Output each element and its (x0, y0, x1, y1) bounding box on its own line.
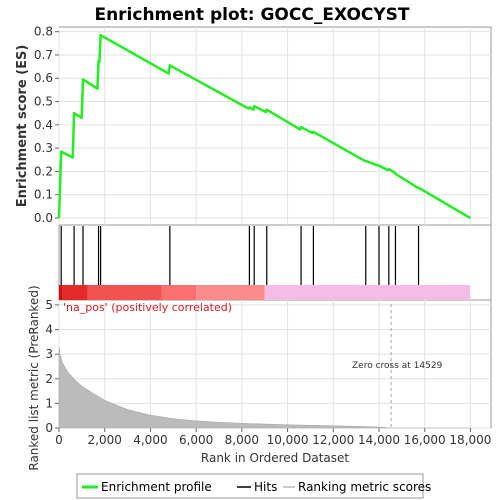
metric-tick-label: 0 (45, 421, 53, 435)
metric-tick-label: 3 (45, 347, 53, 361)
metric-area (58, 346, 471, 429)
metric-tick-label: 5 (45, 298, 53, 312)
es-tick-label: 0.1 (34, 188, 53, 202)
metric-tick-label: 2 (45, 372, 53, 386)
es-tick-label: 0.2 (34, 164, 53, 178)
x-tick-label: 2,000 (88, 433, 122, 447)
colorbar-segment (161, 285, 197, 300)
legend-profile-label: Enrichment profile (101, 480, 212, 494)
x-tick-label: 4,000 (133, 433, 167, 447)
legend: Enrichment profile Hits Ranking metric s… (76, 473, 431, 499)
x-tick-label: 16,000 (404, 433, 446, 447)
colorbar-segment (59, 285, 63, 300)
zero-cross-label: Zero cross at 14529 (352, 361, 443, 371)
es-y-axis: 0.0 0.1 0.2 0.3 0.4 0.5 0.6 0.7 0.8 (34, 25, 59, 225)
legend-metric-label: Ranking metric scores (298, 480, 431, 494)
es-gridlines (58, 27, 491, 225)
metric-y-axis-label: Ranked list metric (PreRanked) (27, 285, 41, 470)
metric-y-axis: 0 1 2 3 4 5 (45, 298, 59, 435)
es-tick-label: 0.8 (34, 25, 53, 39)
legend-hits-label: Hits (254, 480, 277, 494)
colorbar-segment (87, 285, 162, 300)
hit-markers (60, 226, 420, 285)
es-tick-label: 0.3 (34, 141, 53, 155)
x-tick-label: 18,000 (449, 433, 491, 447)
es-tick-label: 0.5 (34, 95, 53, 109)
x-tick-label: 14,000 (358, 433, 400, 447)
x-axis: 0 2,000 4,000 6,000 8,000 10,000 12,000 14,000 1… (55, 428, 491, 447)
x-tick-label: 8,000 (225, 433, 259, 447)
es-tick-label: 0.4 (34, 118, 53, 132)
metric-tick-label: 1 (45, 396, 53, 410)
x-tick-label: 10,000 (267, 433, 309, 447)
x-axis-label: Rank in Ordered Dataset (201, 451, 349, 465)
chart-title: Enrichment plot: GOCC_EXOCYST (94, 5, 409, 25)
colorbar-segment (264, 285, 471, 300)
legend-frame (76, 473, 424, 499)
enrichment-profile (57, 33, 471, 220)
es-tick-label: 0.6 (34, 71, 53, 85)
ranking-metric-area (58, 304, 471, 429)
es-y-axis-label: Enrichment score (ES) (15, 45, 30, 208)
es-tick-label: 0.7 (34, 48, 53, 62)
x-tick-label: 12,000 (312, 433, 354, 447)
es-line (57, 33, 471, 220)
es-tick-label: 0.0 (34, 211, 53, 225)
es-panel-frame (58, 26, 492, 226)
colorbar-segment (62, 285, 88, 300)
x-tick-label: 0 (55, 433, 63, 447)
positive-correlation-label: 'na_pos' (positively correlated) (63, 301, 232, 314)
rank-colorbar (59, 285, 471, 300)
metric-tick-label: 4 (45, 323, 53, 337)
x-tick-label: 6,000 (179, 433, 213, 447)
colorbar-segment (196, 285, 265, 300)
